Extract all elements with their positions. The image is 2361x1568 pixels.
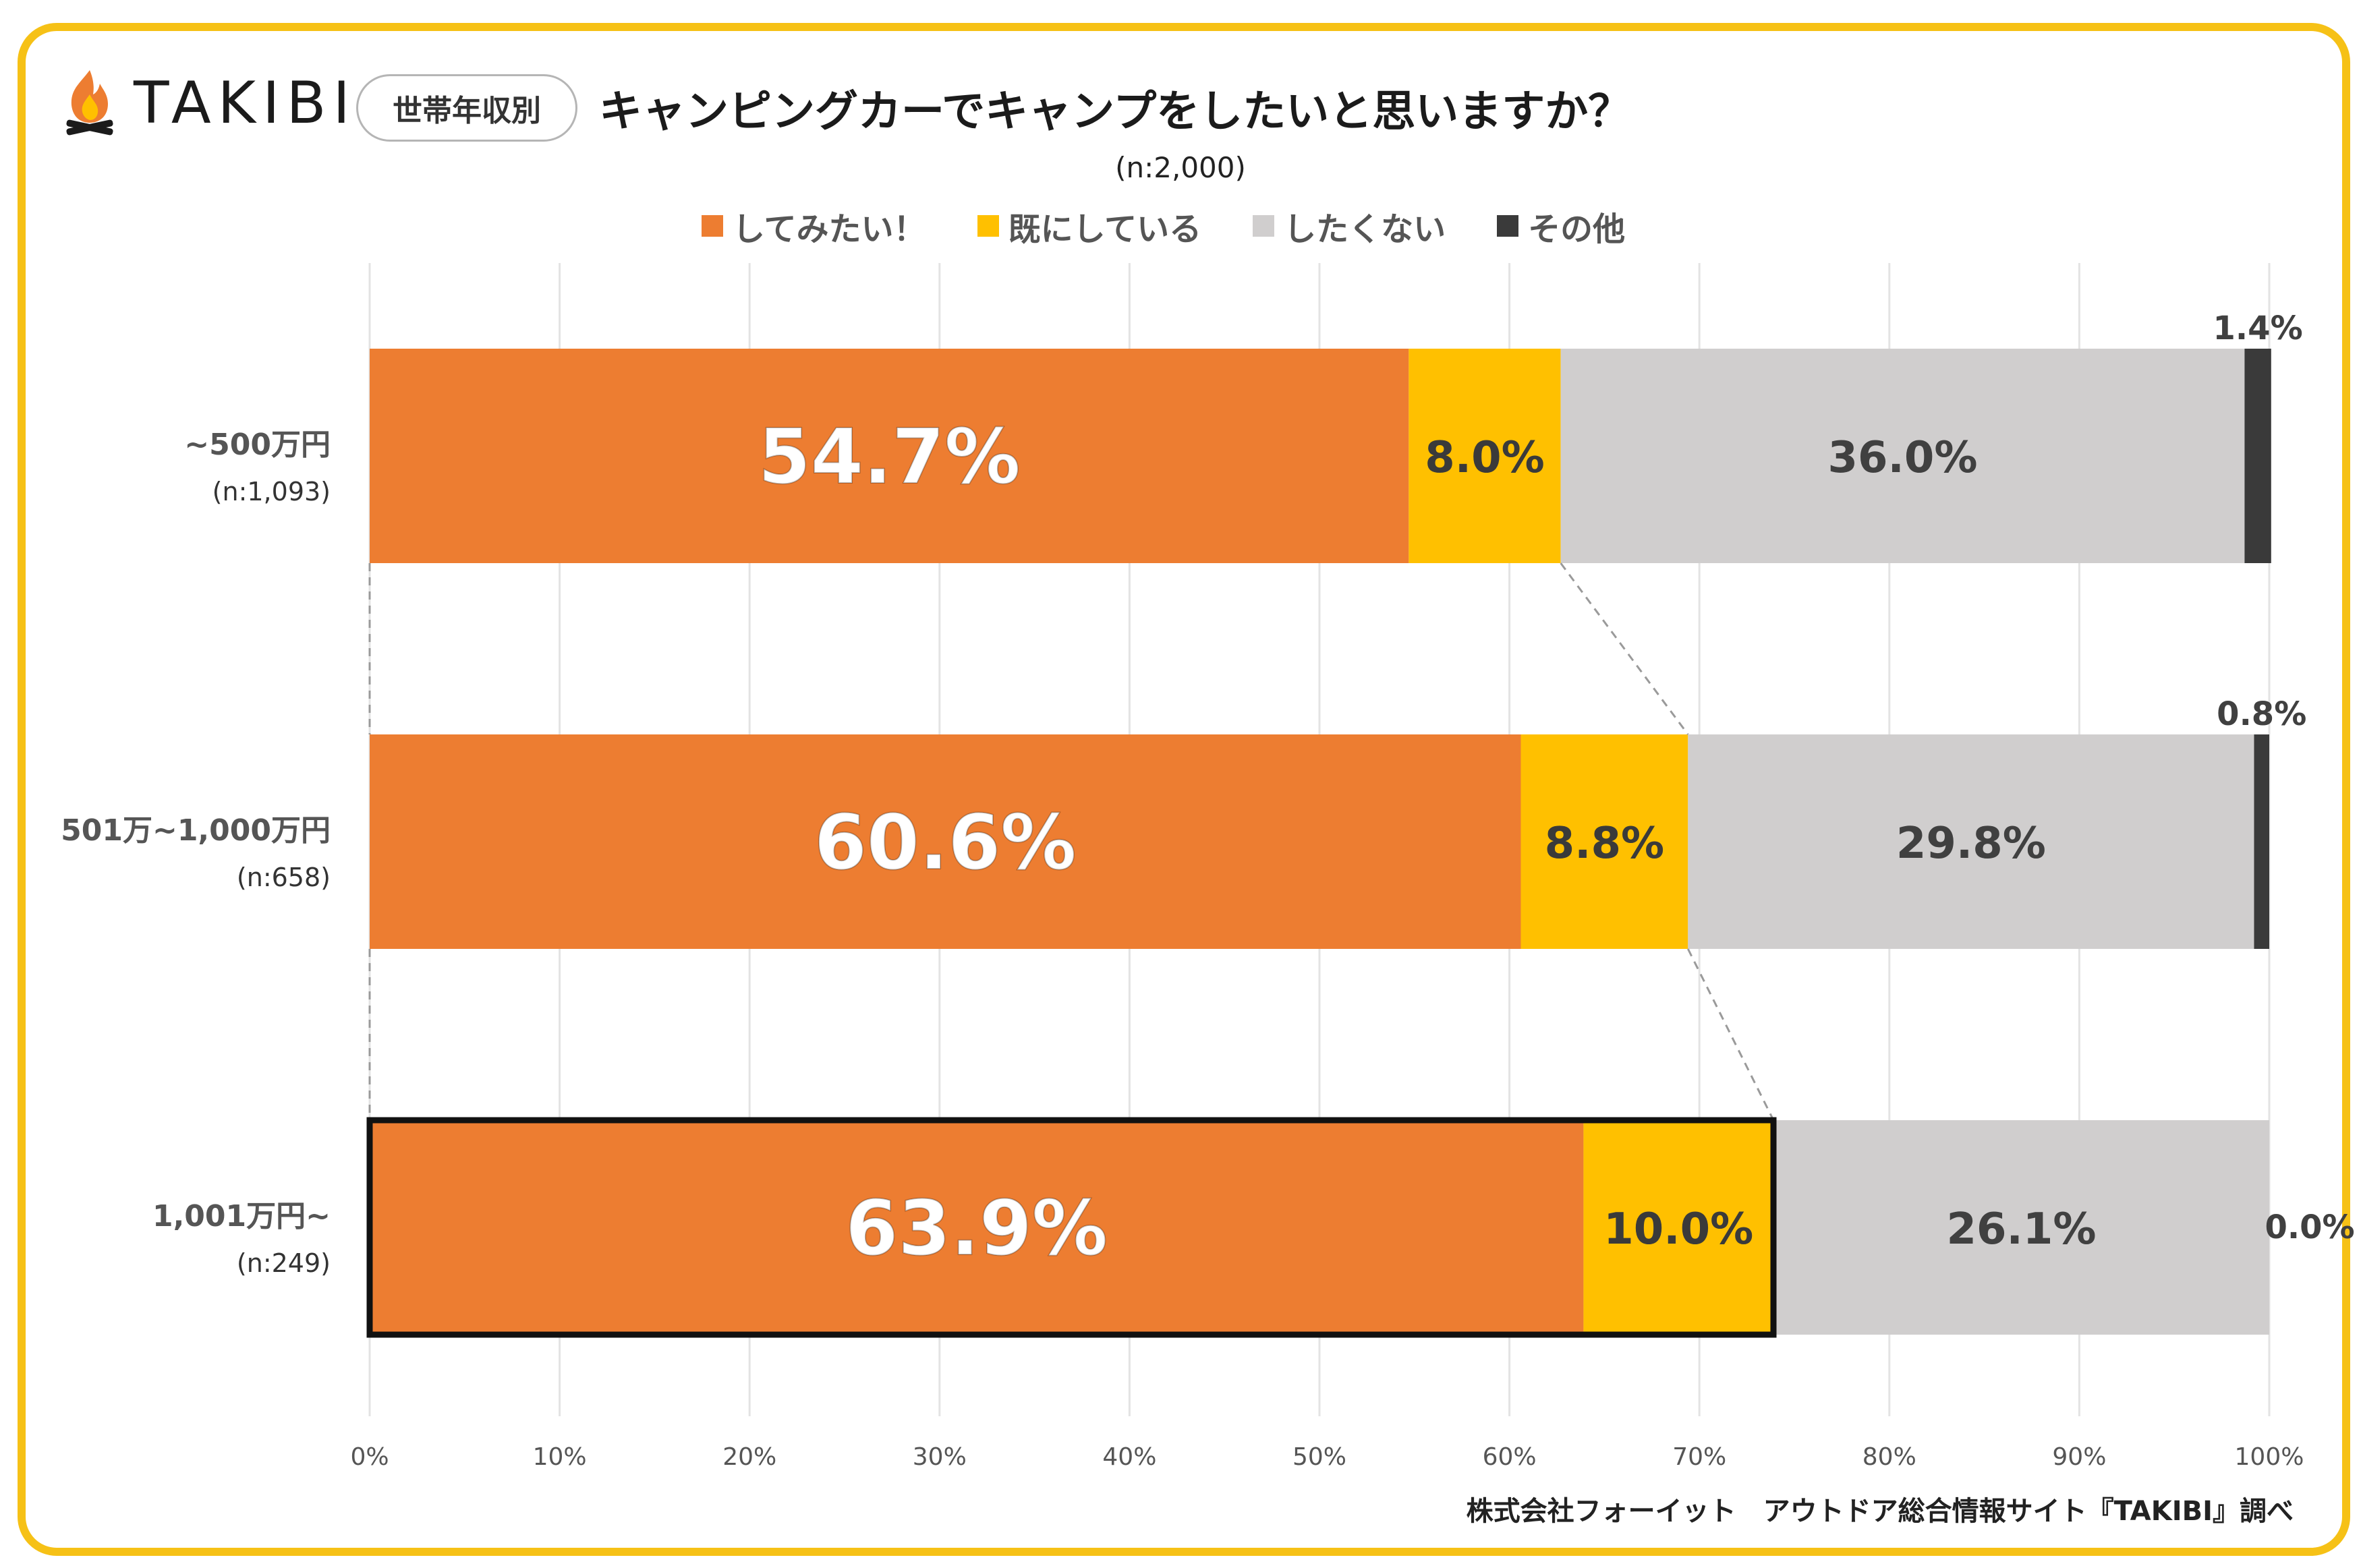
legend-swatch-want xyxy=(702,215,723,237)
value-label-already: 10.0% xyxy=(1603,1204,1753,1254)
bar-want xyxy=(370,1120,1584,1335)
brand-name: TAKIBI xyxy=(134,69,357,137)
legend: してみたい！ 既にしている したくない その他 xyxy=(702,202,1625,250)
legend-swatch-already xyxy=(977,215,999,237)
bar-other xyxy=(2254,734,2269,949)
bar-already xyxy=(1409,349,1561,563)
bar-not-want xyxy=(1688,734,2254,949)
value-label-other: 1.4% xyxy=(2213,310,2303,347)
category-label: ~500万円 xyxy=(184,428,331,462)
source-credit: 株式会社フォーイット アウトドア総合情報サイト『TAKIBI』調べ xyxy=(1466,1496,2294,1527)
legend-label-want: してみたい！ xyxy=(733,210,926,248)
category-sample-size: (n:658) xyxy=(237,863,331,892)
highlight-box xyxy=(366,1117,1777,1338)
value-label-want: 54.7% xyxy=(758,413,1021,501)
connector-line xyxy=(1686,948,1775,1121)
category-sample-size: (n:1,093) xyxy=(212,477,331,506)
x-tick-label: 10% xyxy=(533,1443,587,1471)
bar-want xyxy=(370,734,1521,949)
x-tick-label: 90% xyxy=(2052,1443,2106,1471)
x-tick-label: 20% xyxy=(722,1443,776,1471)
value-label-want: 60.6% xyxy=(814,799,1077,887)
x-tick-label: 70% xyxy=(1672,1443,1726,1471)
x-tick-label: 100% xyxy=(2235,1443,2304,1471)
legend-item-not-want: したくない xyxy=(1253,202,1446,250)
bar-not-want xyxy=(1560,349,2245,563)
legend-item-other: その他 xyxy=(1497,202,1625,250)
value-label-not-want: 36.0% xyxy=(1827,433,1977,483)
legend-label-other: その他 xyxy=(1528,210,1626,248)
bar-already xyxy=(1520,734,1688,949)
value-label-want: 63.9% xyxy=(845,1185,1108,1273)
brand-logo: TAKIBI xyxy=(61,67,357,139)
x-tick-label: 30% xyxy=(913,1443,967,1471)
bar-not-want xyxy=(1773,1120,2269,1335)
bar-want xyxy=(370,349,1409,563)
value-label-already: 8.0% xyxy=(1425,433,1545,483)
category-sample-size: (n:249) xyxy=(237,1248,331,1278)
segment-badge: 世帯年収別 xyxy=(356,74,577,142)
legend-label-not-want: したくない xyxy=(1284,210,1446,248)
chart-title: キャンピングカーでキャンプをしたいと思いますか？ xyxy=(599,87,1632,137)
bar-already xyxy=(1583,1120,1774,1335)
legend-item-want: してみたい！ xyxy=(702,202,926,250)
x-tick-label: 60% xyxy=(1483,1443,1537,1471)
category-label: 501万~1,000万円 xyxy=(61,813,331,848)
x-tick-label: 80% xyxy=(1862,1443,1916,1471)
legend-swatch-other xyxy=(1497,215,1519,237)
value-label-not-want: 26.1% xyxy=(1946,1204,2096,1254)
campfire-icon xyxy=(66,70,113,136)
sample-size: (n:2,000) xyxy=(1115,151,1246,184)
x-tick-label: 40% xyxy=(1102,1443,1156,1471)
category-label: 1,001万円~ xyxy=(152,1199,331,1233)
value-label-other: 0.0% xyxy=(2265,1209,2354,1246)
legend-label-already: 既にしている xyxy=(1008,210,1202,248)
value-label-already: 8.8% xyxy=(1545,819,1665,869)
legend-swatch-not-want xyxy=(1253,215,1275,237)
value-label-other: 0.8% xyxy=(2217,695,2306,733)
connector-line xyxy=(1560,562,1689,735)
bar-other xyxy=(2244,349,2271,563)
x-tick-label: 0% xyxy=(350,1443,389,1471)
x-tick-label: 50% xyxy=(1292,1443,1346,1471)
legend-item-already: 既にしている xyxy=(977,202,1202,250)
value-label-not-want: 29.8% xyxy=(1896,819,2046,869)
